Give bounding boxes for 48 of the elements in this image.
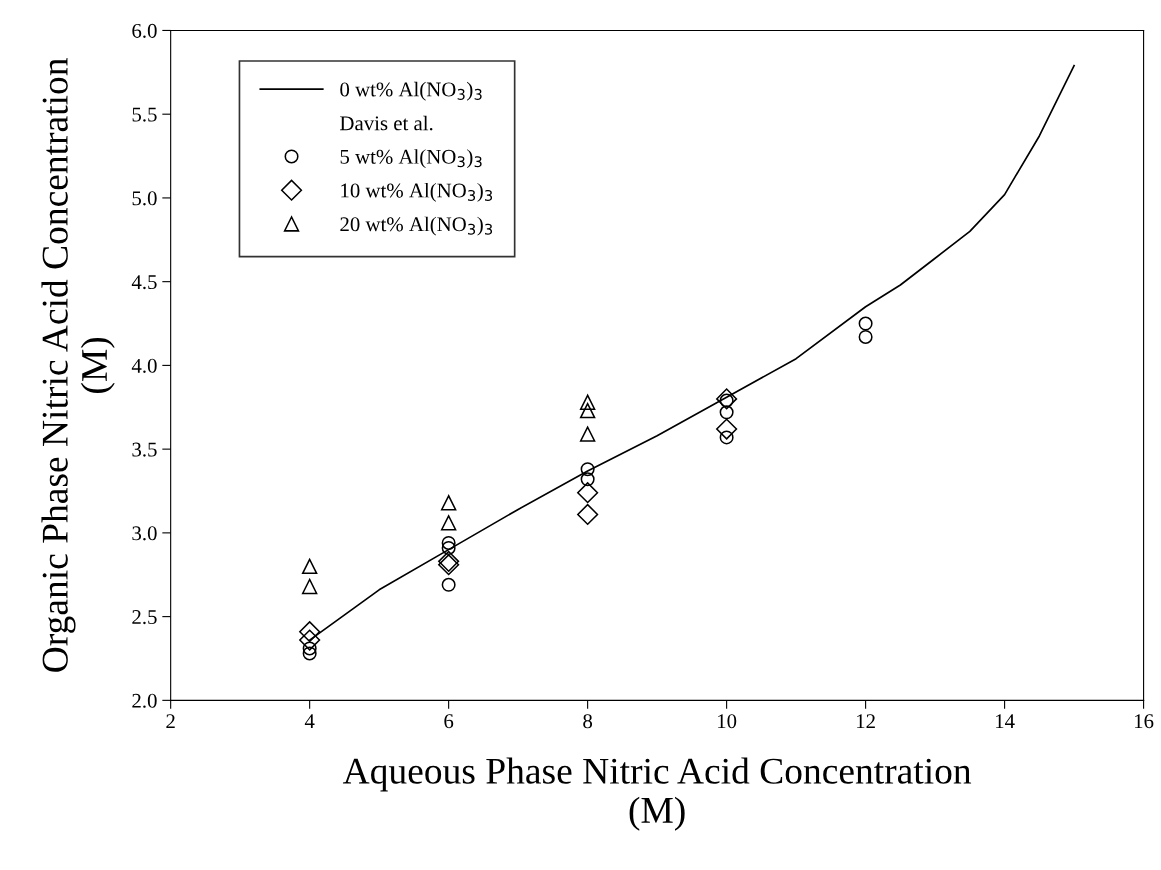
point [579,426,596,442]
point [577,503,599,526]
y-tick-label: 3.5 [132,442,157,457]
point [299,621,321,643]
point [301,578,318,595]
point [719,430,734,445]
x-tick-label: 16 [1135,714,1154,729]
y-tick-label: 3.0 [132,526,157,541]
legend-label: 20 wt% Al(NO$_{3}$)$_{3}$ [340,216,493,236]
x-tick-label: 6 [444,714,454,729]
point [441,540,456,555]
point [302,646,317,661]
x-tick-label: 2 [166,714,175,728]
point [580,462,595,477]
point [858,316,873,331]
point [440,495,457,511]
legend-label: 5 wt% Al(NO$_{3}$)$_{3}$ [340,149,482,169]
legend-title: Davis et al. [340,115,433,131]
y-tick-label: 2.0 [132,693,157,708]
point [858,329,873,344]
point [579,394,596,410]
point [577,482,599,504]
point [579,402,596,419]
y-tick-label: 4.0 [131,358,157,373]
point [580,472,595,487]
x-axis-title: Aqueous Phase Nitric Acid Concentration (M) [342,757,972,831]
legend-label: 10 wt% Al(NO$_{3}$)$_{3}$ [341,182,493,202]
y-tick-label: 6.0 [132,23,157,38]
y-axis-title: Organic Phase Nitric Acid Concentration (M) [41,58,115,672]
point [302,641,317,656]
y-tick-label: 2.5 [132,610,157,625]
x-tick-label: 4 [304,714,315,728]
point [441,577,456,592]
point [441,535,456,550]
x-tick-label: 10 [718,714,737,729]
point [719,405,734,420]
legend-label: 0 wt% Al(NO$_{3}$)$_{3}$ [340,81,482,101]
point [299,629,321,651]
point [440,515,457,531]
point [301,558,318,575]
y-tick-label: 5.5 [132,107,157,122]
x-tick-label: 8 [583,714,593,729]
point [716,388,738,410]
x-tick-label: 12 [857,714,875,728]
point [716,418,738,440]
y-tick-label: 4.5 [131,275,157,290]
y-tick-label: 5.0 [132,191,157,206]
x-tick-label: 14 [996,714,1015,728]
